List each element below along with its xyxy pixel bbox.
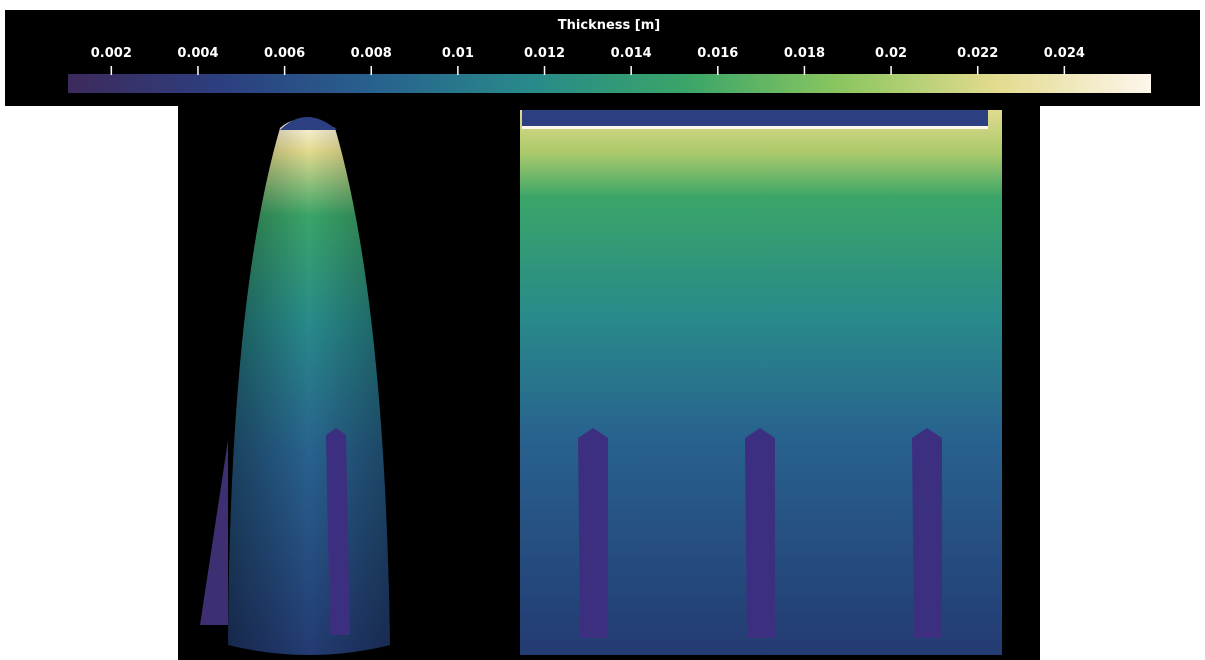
tick-label: 0.02 bbox=[875, 46, 907, 61]
tick-label: 0.014 bbox=[611, 46, 652, 61]
tick-label: 0.024 bbox=[1044, 46, 1085, 61]
tick-label: 0.012 bbox=[524, 46, 565, 61]
tick-label: 0.018 bbox=[784, 46, 825, 61]
fin bbox=[326, 428, 350, 635]
panel-edge bbox=[522, 126, 988, 129]
colorbar bbox=[68, 74, 1151, 93]
page: Thickness [m] 0.002 0.004 0.006 0.008 0.01 0.… bbox=[0, 0, 1205, 660]
colorbar-title: Thickness [m] bbox=[558, 18, 660, 33]
visualization: Thickness [m] 0.002 0.004 0.006 0.008 0.01 0.… bbox=[0, 0, 1205, 660]
fin bbox=[745, 428, 775, 638]
panel-top bbox=[522, 110, 988, 126]
tick-label: 0.002 bbox=[91, 46, 132, 61]
tick-label: 0.01 bbox=[442, 46, 474, 61]
tick-label: 0.006 bbox=[264, 46, 305, 61]
fin bbox=[912, 428, 942, 638]
tick-label: 0.022 bbox=[957, 46, 998, 61]
fin bbox=[578, 428, 608, 638]
tick-label: 0.016 bbox=[697, 46, 738, 61]
tick-label: 0.008 bbox=[351, 46, 392, 61]
tick-label: 0.004 bbox=[177, 46, 218, 61]
